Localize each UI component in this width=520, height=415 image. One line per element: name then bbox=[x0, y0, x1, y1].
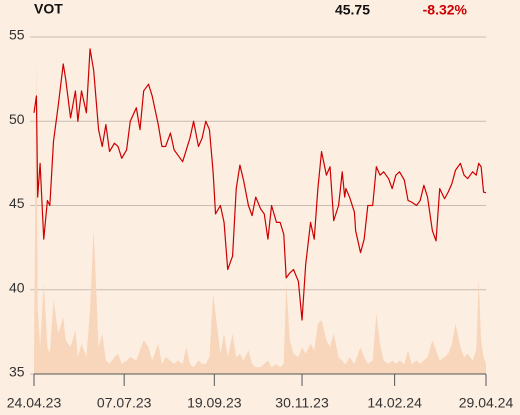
y-tick-label: 35 bbox=[9, 364, 25, 380]
x-tick-label: 14.02.24 bbox=[367, 395, 422, 411]
change-percent: -8.32% bbox=[423, 2, 468, 18]
x-tick-label: 24.04.23 bbox=[7, 395, 62, 411]
price-line bbox=[33, 48, 487, 321]
x-tick-label: 30.11.23 bbox=[275, 395, 329, 411]
y-tick-label: 55 bbox=[9, 27, 25, 43]
chart-title: VOT bbox=[34, 1, 63, 17]
y-tick-label: 45 bbox=[9, 195, 25, 211]
y-tick-label: 50 bbox=[9, 111, 25, 127]
volume-area bbox=[34, 53, 486, 374]
x-tick-label: 19.09.23 bbox=[187, 395, 242, 411]
last-price: 45.75 bbox=[335, 2, 370, 18]
y-tick-label: 40 bbox=[9, 279, 25, 295]
x-tick-label: 07.07.23 bbox=[97, 395, 152, 411]
x-tick-label: 29.04.24 bbox=[459, 395, 514, 411]
